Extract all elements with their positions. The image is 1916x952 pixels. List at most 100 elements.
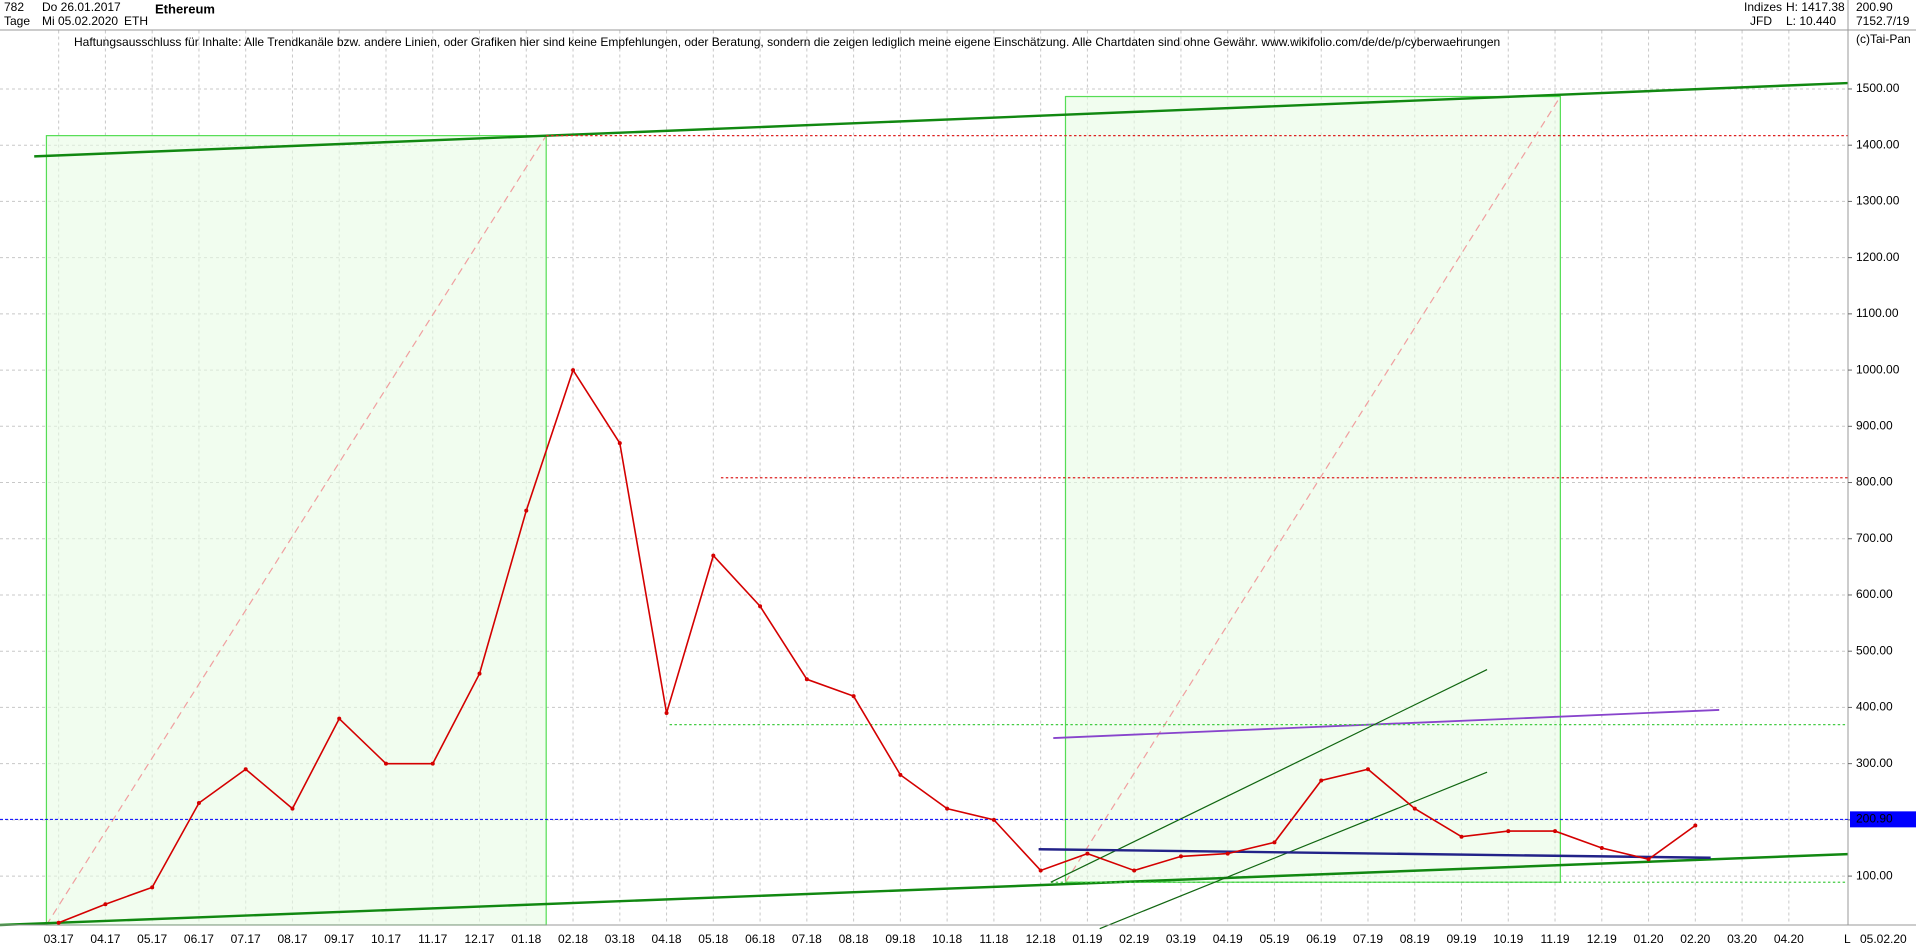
- x-tick-label: 05.17: [137, 932, 167, 946]
- x-tick-label: 12.19: [1587, 932, 1617, 946]
- purple-line: [1053, 709, 1720, 739]
- x-tick-label: 02.18: [558, 932, 588, 946]
- y-tick-label: 800.00: [1856, 475, 1893, 489]
- diag: [1064, 96, 1561, 883]
- header-symbol: ETH: [124, 14, 148, 28]
- diag: [45, 135, 547, 926]
- x-tick-label: 03.20: [1727, 932, 1757, 946]
- x-tick-label: 02.20: [1680, 932, 1710, 946]
- y-tick-label: 1200.00: [1856, 250, 1900, 264]
- price-point: [1459, 834, 1464, 839]
- x-tick-label: 06.17: [184, 932, 214, 946]
- header-last: 200.90: [1856, 0, 1893, 14]
- price-point: [243, 767, 248, 772]
- x-tick-label: 09.19: [1446, 932, 1476, 946]
- price-point: [196, 800, 201, 805]
- y-tick-label: 1500.00: [1856, 81, 1900, 95]
- x-tick-label: 02.19: [1119, 932, 1149, 946]
- drawings: [0, 81, 1848, 930]
- x-tick-label: 03.19: [1166, 932, 1196, 946]
- y-tick-label: 1400.00: [1856, 137, 1900, 151]
- price-point: [383, 761, 388, 766]
- price-point: [477, 671, 482, 676]
- price-point: [1132, 868, 1137, 873]
- chart-title: Ethereum: [155, 1, 215, 16]
- price-point: [1225, 851, 1230, 856]
- price-point: [945, 806, 950, 811]
- price-point: [804, 677, 809, 682]
- price-point: [1693, 823, 1698, 828]
- y-tick-label: 600.00: [1856, 587, 1893, 601]
- price-point: [1178, 854, 1183, 859]
- y-tick-label: 400.00: [1856, 700, 1893, 714]
- x-tick-label: 06.18: [745, 932, 775, 946]
- x-tick-label: 03.17: [44, 932, 74, 946]
- x-tick-label: 05.19: [1259, 932, 1289, 946]
- header-group: Indizes: [1744, 0, 1782, 14]
- header-period: Tage: [4, 14, 30, 28]
- x-tick-label: 07.19: [1353, 932, 1383, 946]
- x-tick-label: 11.19: [1540, 932, 1569, 946]
- header-broker: JFD: [1750, 14, 1772, 28]
- x-tick-label: 01.18: [511, 932, 541, 946]
- price-point: [664, 711, 669, 716]
- x-tick-label: 10.17: [371, 932, 401, 946]
- price-point: [758, 604, 763, 609]
- x-tick-label: 04.17: [90, 932, 120, 946]
- y-tick-label: 500.00: [1856, 643, 1893, 657]
- x-tick-label: 09.18: [885, 932, 915, 946]
- price-point: [1412, 806, 1417, 811]
- price-point: [1506, 829, 1511, 834]
- header-start: Do 26.01.2017: [42, 0, 121, 14]
- x-tick-label: 12.17: [464, 932, 494, 946]
- x-tick-label: 11.18: [979, 932, 1008, 946]
- y-tick-label: 900.00: [1856, 418, 1893, 432]
- x-tick-label: 10.19: [1493, 932, 1523, 946]
- price-point: [1319, 778, 1324, 783]
- price-point: [898, 772, 903, 777]
- price-point: [1646, 857, 1651, 862]
- copyright: (c)Tai-Pan: [1856, 32, 1911, 46]
- price-point: [56, 920, 61, 925]
- bottom-date: 05.02.20: [1860, 932, 1907, 946]
- price-point: [851, 694, 856, 699]
- trend-top: [34, 81, 1848, 158]
- price-point: [571, 368, 576, 373]
- y-tick-label: 1100.00: [1856, 306, 1899, 320]
- price-label: 200.90: [1856, 812, 1893, 826]
- header-high: H: 1417.38: [1786, 0, 1845, 14]
- price-point: [617, 441, 622, 446]
- header-end: Mi 05.02.2020: [42, 14, 118, 28]
- price-point: [1599, 845, 1604, 850]
- channel: [1050, 669, 1488, 883]
- channel: [1099, 771, 1488, 930]
- x-tick-label: 04.19: [1213, 932, 1243, 946]
- trend-bottom: [0, 852, 1848, 927]
- price-point: [150, 885, 155, 890]
- x-tick-label: 05.18: [698, 932, 728, 946]
- header-count: 782: [4, 0, 24, 14]
- x-tick-label: 08.19: [1400, 932, 1430, 946]
- price-point: [290, 806, 295, 811]
- x-tick-label: 07.17: [231, 932, 261, 946]
- price-point: [711, 553, 716, 558]
- x-tick-label: 07.18: [792, 932, 822, 946]
- x-tick-label: 01.19: [1072, 932, 1102, 946]
- y-tick-label: 300.00: [1856, 756, 1893, 770]
- header-extra: 7152.7/19: [1856, 14, 1910, 28]
- x-tick-label: 08.18: [839, 932, 869, 946]
- price-point: [1272, 840, 1277, 845]
- x-tick-label: 03.18: [605, 932, 635, 946]
- price-point: [337, 716, 342, 721]
- price-point: [991, 817, 996, 822]
- x-tick-label: 04.20: [1774, 932, 1804, 946]
- price-series: [58, 368, 1696, 924]
- subtitle: Haftungsausschluss für Inhalte: Alle Tre…: [74, 35, 1500, 49]
- x-tick-label: 11.17: [418, 932, 447, 946]
- x-tick-label: 04.18: [652, 932, 682, 946]
- price-point: [1553, 829, 1558, 834]
- price-point: [1038, 868, 1043, 873]
- x-tick-label: 09.17: [324, 932, 354, 946]
- y-tick-label: 1000.00: [1856, 362, 1900, 376]
